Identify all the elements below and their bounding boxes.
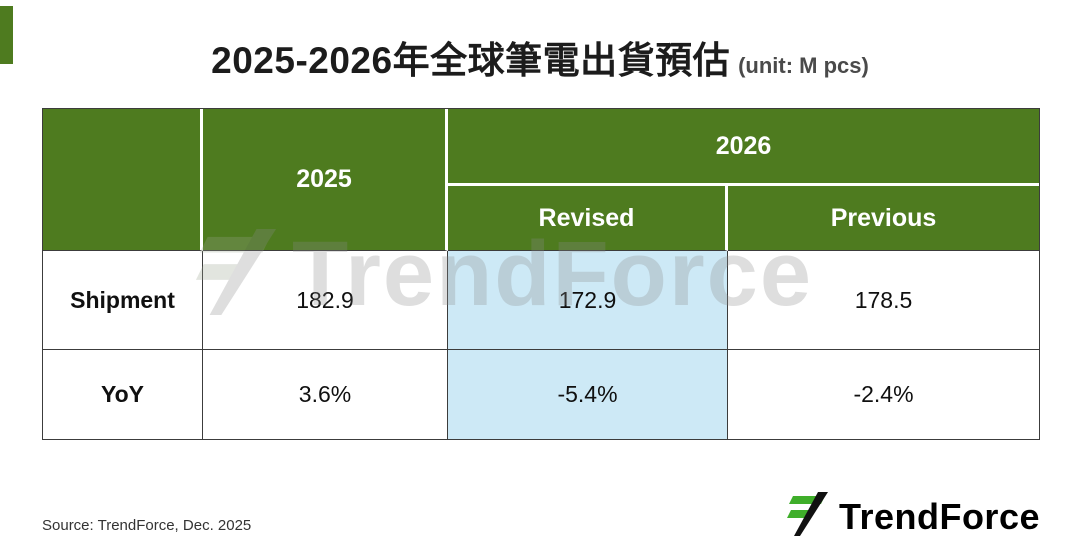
green-corner-accent — [0, 6, 13, 64]
header-cell-2025: 2025 — [203, 109, 448, 251]
cell-shipment-2025: 182.9 — [203, 251, 448, 350]
header-cell-previous: Previous — [728, 186, 1039, 251]
forecast-table: 2025 2026 Revised Previous Shipment 182.… — [42, 108, 1040, 440]
cell-yoy-revised: -5.4% — [448, 350, 728, 439]
cell-yoy-2025: 3.6% — [203, 350, 448, 439]
cell-shipment-revised: 172.9 — [448, 251, 728, 350]
source-note: Source: TrendForce, Dec. 2025 — [42, 517, 252, 534]
row-label-shipment: Shipment — [43, 251, 203, 350]
page-title: 2025-2026年全球筆電出貨預估 (unit: M pcs) — [0, 30, 1080, 84]
cell-shipment-previous: 178.5 — [728, 251, 1039, 350]
title-unit: (unit: M pcs) — [738, 53, 869, 78]
trendforce-logo-icon — [785, 492, 829, 541]
trendforce-logo-text: TrendForce — [838, 495, 1040, 537]
title-text: 2025-2026年全球筆電出貨預估 — [211, 40, 731, 81]
row-label-yoy: YoY — [43, 350, 203, 439]
header-cell-revised: Revised — [448, 186, 728, 251]
header-cell-blank — [43, 109, 203, 251]
trendforce-logo: TrendForce — [785, 492, 1040, 541]
cell-yoy-previous: -2.4% — [728, 350, 1039, 439]
header-cell-2026: 2026 — [448, 109, 1039, 186]
